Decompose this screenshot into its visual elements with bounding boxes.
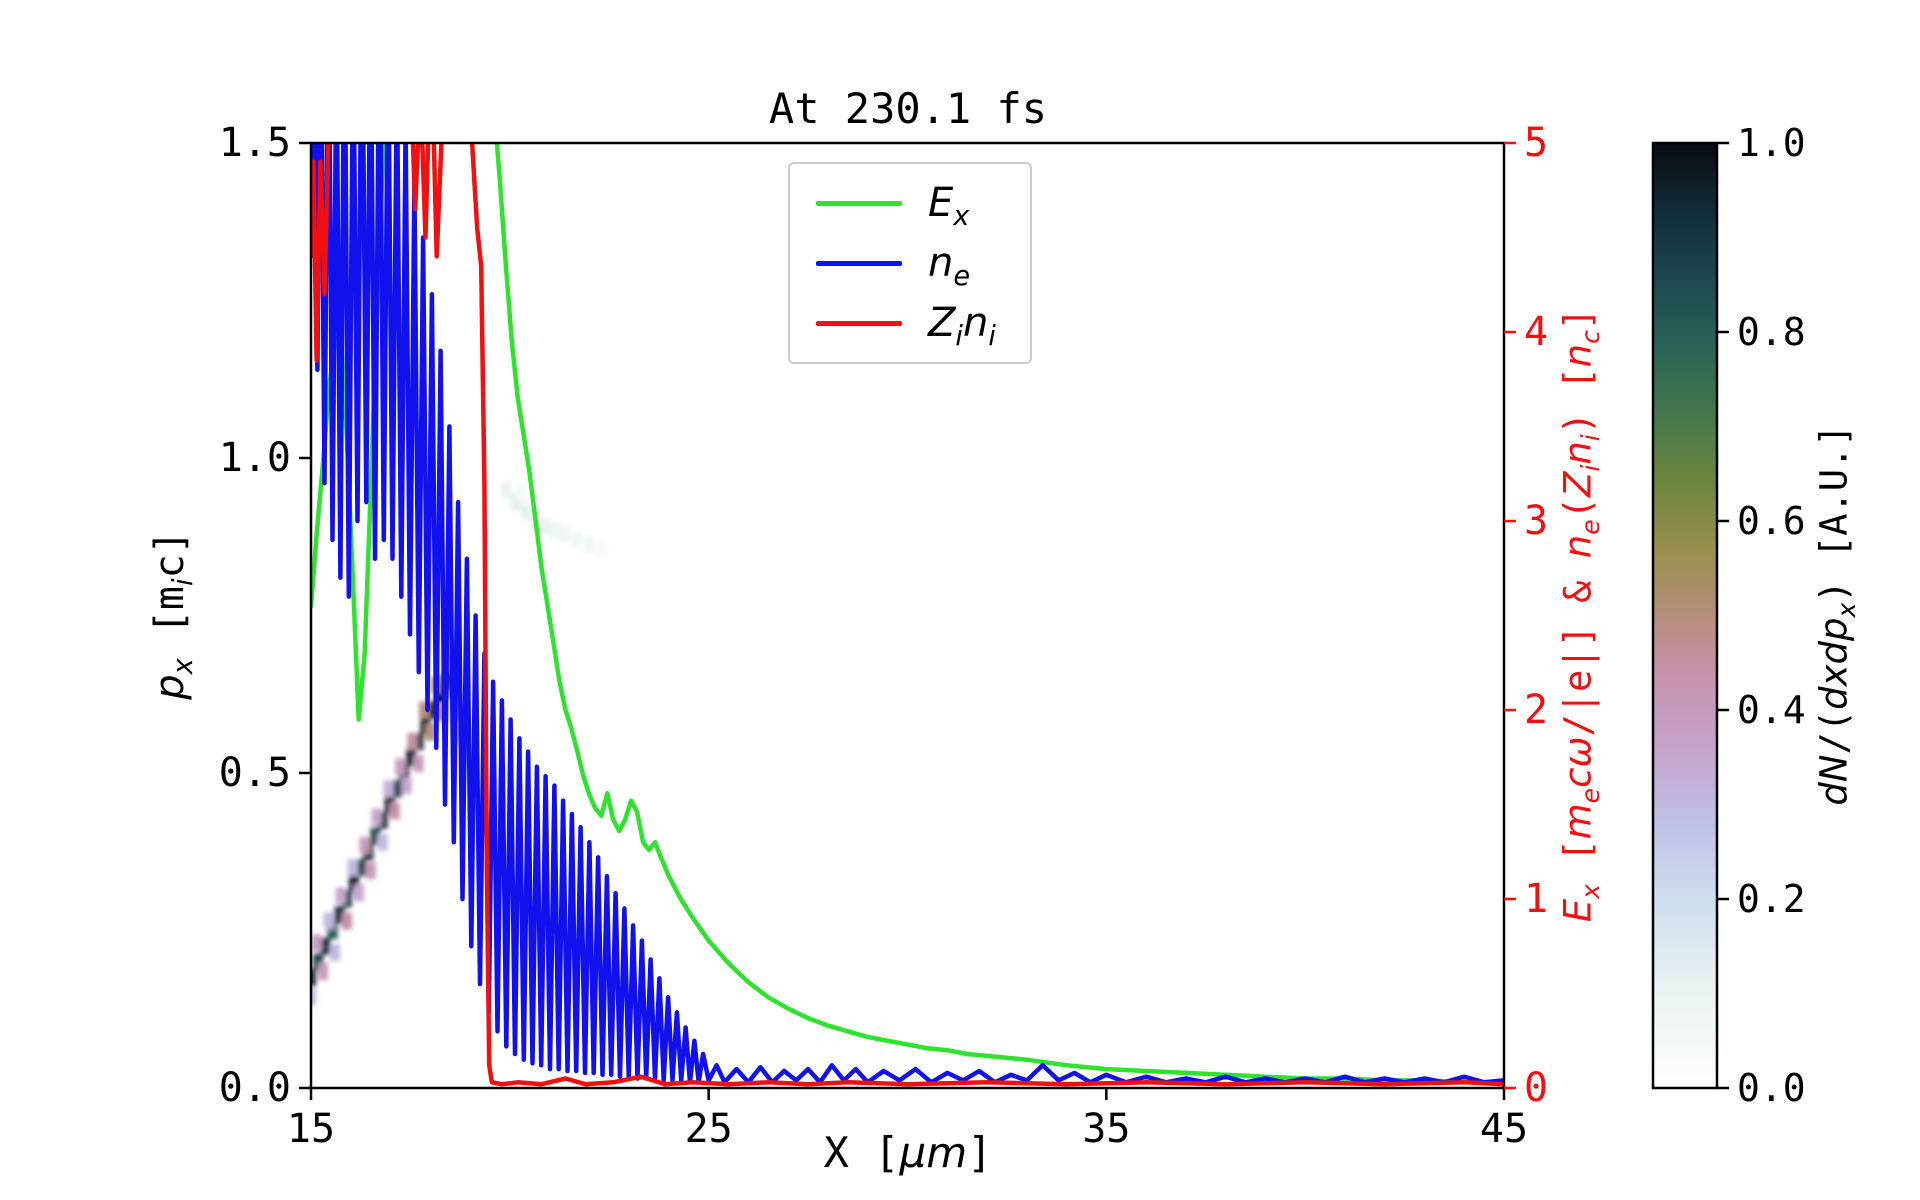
heatmap-cell [329, 944, 341, 962]
heatmap-cell [377, 833, 388, 851]
heatmap-cell [425, 723, 436, 741]
heatmap-cell [355, 858, 367, 877]
heatmap-cell [584, 536, 595, 554]
heatmap-cell [365, 862, 376, 880]
heatmap-cell [341, 912, 352, 930]
line-layer [311, 143, 1504, 1087]
axes-spines [309, 141, 1506, 1090]
heatmap-cell [341, 890, 352, 908]
heatmap-cell [327, 921, 338, 940]
heatmap-cell [520, 503, 531, 521]
heatmap-cell [572, 531, 583, 549]
heatmap-cell [371, 808, 382, 826]
heatmap-cell [395, 758, 406, 776]
heatmap-cell [377, 811, 388, 829]
heatmap-cell [389, 802, 400, 820]
series-line-n-e [311, 143, 1504, 1085]
heatmap-cell [312, 953, 324, 971]
heatmap-cell [370, 827, 381, 845]
heatmap-cell [317, 962, 329, 980]
heatmap-cell [500, 764, 512, 782]
heatmap-cell [320, 937, 331, 955]
heatmap-cell [516, 484, 527, 502]
heatmap-cell [311, 969, 317, 987]
heatmap-cell [510, 814, 521, 832]
heatmap-cell [347, 858, 358, 877]
heatmap-cell [550, 521, 561, 539]
heatmap-cell [406, 748, 417, 766]
heatmap-cell [323, 912, 335, 930]
series-line-z-i-n-i [311, 143, 1504, 1087]
heatmap-cell [359, 836, 370, 854]
heatmap-cell [427, 701, 438, 719]
series-line-e-x [311, 143, 1504, 1085]
heatmap-cell [434, 685, 446, 703]
heatmap-cell [383, 780, 394, 798]
heatmap-cell [391, 780, 403, 798]
heatmap-cell [596, 540, 607, 558]
heatmap-cell [510, 493, 521, 511]
heatmap-cell [353, 884, 364, 902]
heatmap-cell [311, 988, 317, 1006]
heatmap-cell [560, 525, 571, 543]
heatmap-cell [407, 732, 418, 751]
heatmap-cell [413, 755, 424, 773]
heatmap-cell [348, 874, 360, 892]
heatmap-cell [540, 518, 551, 536]
heatmap-cell [413, 732, 424, 751]
ticks [299, 141, 1729, 1100]
heatmap-cell [419, 701, 430, 719]
heatmap-cell [401, 777, 412, 795]
heatmap-cell [500, 480, 512, 499]
colorbar [1651, 141, 1719, 1090]
heatmap-cell [335, 887, 346, 905]
heatmap-cell [311, 934, 323, 952]
heatmap-cell [334, 906, 345, 924]
